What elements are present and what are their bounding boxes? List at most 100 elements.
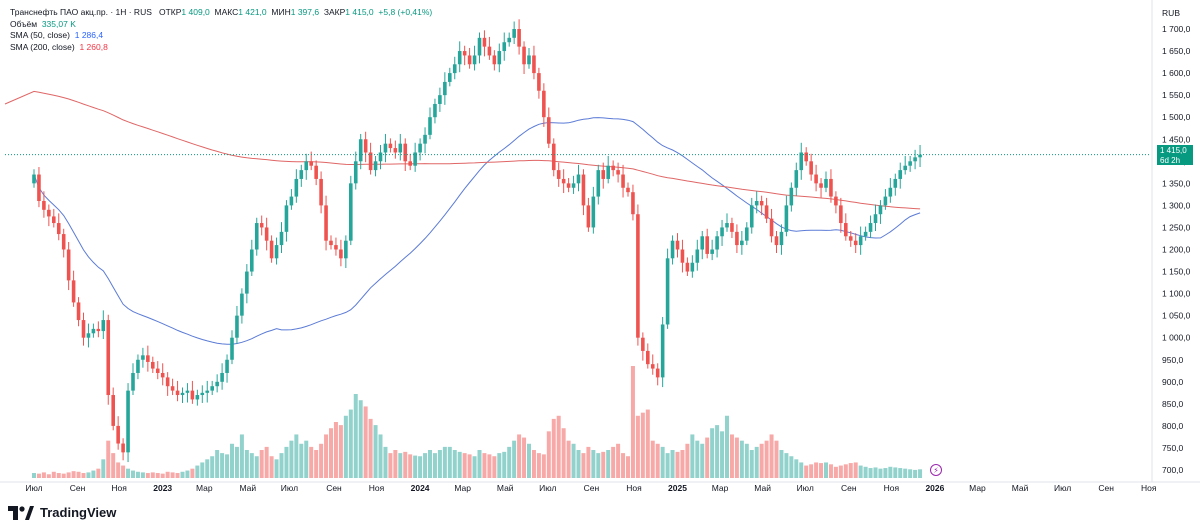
candle-body[interactable] (383, 143, 388, 153)
candle-body[interactable] (918, 154, 922, 158)
price-tick-label[interactable]: 1 350,0 (1162, 178, 1191, 188)
candle-body[interactable] (571, 183, 576, 188)
candle-body[interactable] (42, 200, 46, 210)
candle-body[interactable] (720, 227, 724, 237)
candle-body[interactable] (304, 161, 309, 171)
candle-body[interactable] (848, 236, 853, 241)
candle-body[interactable] (690, 262, 695, 272)
candle-body[interactable] (378, 152, 383, 162)
time-tick-label[interactable]: 2023 (153, 483, 172, 493)
candle-body[interactable] (398, 143, 403, 153)
time-tick-label[interactable]: 2024 (411, 483, 430, 493)
candle-body[interactable] (339, 249, 343, 259)
candle-body[interactable] (749, 205, 754, 228)
candle-body[interactable] (710, 249, 714, 254)
candle-body[interactable] (116, 425, 120, 444)
symbol-title[interactable]: Транснефть ПАО акц.пр. · 1Н · RUS (10, 7, 152, 17)
candle-body[interactable] (497, 51, 502, 65)
candle-body[interactable] (151, 361, 155, 369)
time-tick-label[interactable]: Сен (326, 483, 342, 493)
candle-body[interactable] (581, 174, 586, 206)
candle-body[interactable] (353, 161, 358, 184)
candle-body[interactable] (636, 214, 640, 338)
candle-body[interactable] (725, 223, 729, 228)
candle-body[interactable] (47, 209, 51, 217)
candle-body[interactable] (200, 392, 205, 396)
candle-body[interactable] (76, 302, 81, 321)
candle-body[interactable] (883, 196, 888, 206)
candle-body[interactable] (452, 64, 457, 74)
candle-body[interactable] (561, 178, 566, 184)
tradingview-logo[interactable]: TradingView (8, 505, 116, 520)
candle-body[interactable] (126, 390, 130, 453)
candle-body[interactable] (363, 139, 368, 153)
candle-body[interactable] (794, 170, 799, 188)
candle-body[interactable] (844, 223, 848, 237)
candle-body[interactable] (324, 205, 328, 241)
price-tick-label[interactable]: 1 100,0 (1162, 289, 1191, 299)
candle-body[interactable] (32, 174, 36, 184)
time-tick-label[interactable]: Июл (1054, 483, 1071, 493)
candle-body[interactable] (205, 390, 210, 393)
time-tick-label[interactable]: Июл (797, 483, 814, 493)
candle-body[interactable] (745, 227, 749, 241)
price-tick-label[interactable]: 1 250,0 (1162, 222, 1191, 232)
candle-body[interactable] (735, 231, 739, 246)
candle-body[interactable] (413, 152, 417, 166)
candle-body[interactable] (146, 355, 150, 362)
candle-body[interactable] (477, 37, 482, 56)
candle-body[interactable] (165, 377, 170, 387)
candle-body[interactable] (180, 392, 185, 396)
candle-body[interactable] (591, 196, 596, 228)
candle-body[interactable] (655, 368, 660, 378)
candle-body[interactable] (368, 152, 373, 171)
candle-body[interactable] (863, 231, 868, 237)
candle-body[interactable] (71, 280, 76, 303)
time-tick-label[interactable]: Май (240, 483, 257, 493)
candle-body[interactable] (66, 249, 71, 281)
candle-body[interactable] (170, 386, 175, 391)
candle-body[interactable] (898, 170, 903, 179)
candle-body[interactable] (294, 178, 299, 197)
candle-body[interactable] (190, 390, 195, 400)
time-tick-label[interactable]: Ноя (111, 483, 127, 493)
candle-body[interactable] (254, 223, 259, 250)
candle-body[interactable] (601, 170, 606, 179)
price-tick-label[interactable]: 900,0 (1162, 377, 1184, 387)
candle-body[interactable] (576, 174, 581, 184)
candle-body[interactable] (754, 200, 759, 206)
time-tick-label[interactable]: Мар (196, 483, 213, 493)
candle-body[interactable] (111, 395, 115, 426)
candle-body[interactable] (61, 234, 66, 250)
candle-body[interactable] (606, 165, 610, 179)
candle-body[interactable] (220, 372, 224, 382)
candle-body[interactable] (650, 364, 655, 369)
candle-body[interactable] (527, 55, 531, 65)
candle-body[interactable] (86, 333, 91, 338)
candle-body[interactable] (274, 245, 279, 259)
candle-body[interactable] (487, 46, 492, 56)
candle-body[interactable] (230, 337, 234, 360)
candle-body[interactable] (289, 196, 294, 206)
candle-body[interactable] (215, 381, 219, 387)
candle-body[interactable] (284, 205, 289, 232)
candle-body[interactable] (185, 390, 190, 393)
candle-body[interactable] (705, 236, 709, 254)
candle-body[interactable] (279, 231, 284, 246)
time-tick-label[interactable]: Июл (539, 483, 556, 493)
candle-body[interactable] (448, 73, 452, 82)
candle-body[interactable] (81, 320, 86, 338)
candle-body[interactable] (839, 205, 843, 224)
time-tick-label[interactable]: Сен (584, 483, 600, 493)
price-tick-label[interactable]: 1 200,0 (1162, 245, 1191, 255)
candle-body[interactable] (913, 157, 917, 162)
candle-body[interactable] (349, 183, 353, 241)
candle-body[interactable] (566, 183, 571, 188)
legend-sma200-row[interactable]: SMA (200, close) 1 260,8 (10, 42, 432, 54)
candle-body[interactable] (641, 337, 645, 351)
candle-body[interactable] (769, 218, 774, 237)
time-tick-label[interactable]: Июл (25, 483, 42, 493)
candle-body[interactable] (344, 240, 348, 259)
candle-body[interactable] (829, 178, 833, 197)
